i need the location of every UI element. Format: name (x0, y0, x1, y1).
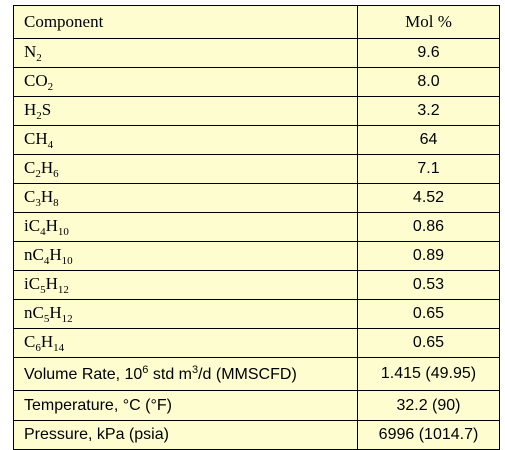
subscript: 14 (53, 342, 65, 354)
component-cell: H2S (13, 96, 358, 126)
data-row: C6H14 0.65 (13, 328, 500, 358)
component-text: nC (24, 245, 44, 264)
component-text: H (45, 216, 58, 235)
value-cell: 0.89 (357, 241, 500, 271)
component-text: H (40, 332, 54, 351)
subscript: 12 (61, 313, 73, 325)
component-text: H (49, 303, 62, 322)
component-text: C (24, 332, 36, 351)
component-cell: Volume Rate, 106 std m3/d (MMSCFD) (13, 357, 358, 391)
data-row: Pressure, kPa (psia) 6996 (1014.7) (13, 420, 500, 450)
subscript: 4 (47, 139, 54, 151)
value-cell: 1.415 (49.95) (357, 357, 500, 391)
data-row: Volume Rate, 106 std m3/d (MMSCFD) 1.415 … (13, 357, 500, 391)
component-text: H (40, 187, 54, 206)
data-row: CH4 64 (13, 125, 500, 155)
value-cell: 64 (357, 125, 500, 155)
value-cell: 9.6 (357, 38, 500, 68)
value-cell: 6996 (1014.7) (357, 420, 500, 450)
component-cell: nC4H10 (13, 241, 358, 271)
component-text: /d (MMSCFD) (198, 366, 297, 383)
value-cell: 3.2 (357, 96, 500, 126)
superscript: 6 (142, 364, 149, 376)
component-text: std m (148, 366, 192, 383)
component-text: C (24, 187, 36, 206)
subscript: 4 (43, 255, 50, 267)
component-text: CH (24, 129, 48, 148)
component-text: CO (24, 71, 48, 90)
value-cell: 7.1 (357, 154, 500, 184)
component-cell: C2H6 (13, 154, 358, 184)
data-row: H2S 3.2 (13, 96, 500, 126)
data-row: Temperature, °C (°F) 32.2 (90) (13, 390, 500, 421)
component-text: H (40, 158, 54, 177)
data-row: iC5H12 0.53 (13, 270, 500, 300)
subscript: 10 (57, 226, 69, 238)
component-text: Temperature, °C (°F) (24, 396, 172, 414)
data-row: C3H8 4.52 (13, 183, 500, 213)
component-cell: CO2 (13, 67, 358, 97)
component-cell: iC4H10 (13, 212, 358, 242)
component-cell: iC5H12 (13, 270, 358, 300)
component-cell: C3H8 (13, 183, 358, 213)
superscript: 3 (191, 364, 199, 376)
component-text: iC (24, 216, 41, 235)
data-row: nC4H10 0.89 (13, 241, 500, 271)
value-cell: 0.86 (357, 212, 500, 242)
table-body: Component Mol % N2 9.6 CO2 8.0 H2S 3.2 CH4 64 C2… (13, 5, 500, 450)
data-row: N2 9.6 (13, 38, 500, 68)
header-row: Component Mol % (13, 5, 500, 39)
subscript: 2 (47, 81, 54, 93)
component-cell: Pressure, kPa (psia) (13, 420, 358, 450)
component-text: H (45, 274, 58, 293)
subscript: 2 (35, 168, 41, 180)
value-cell: 4.52 (357, 183, 500, 213)
subscript: 5 (43, 313, 50, 325)
component-text: S (41, 100, 52, 119)
subscript: 10 (61, 255, 73, 267)
component-text: C (24, 158, 36, 177)
subscript: 2 (36, 52, 42, 64)
subscript: 2 (36, 110, 42, 122)
component-cell: C6H14 (13, 328, 358, 358)
data-row: CO2 8.0 (13, 67, 500, 97)
composition-table: Component Mol % N2 9.6 CO2 8.0 H2S 3.2 CH4 64 C2… (13, 5, 500, 450)
header-cell: Mol % (357, 5, 500, 39)
value-cell: 8.0 (357, 67, 500, 97)
component-cell: CH4 (13, 125, 358, 155)
subscript: 6 (53, 168, 59, 180)
component-text: Pressure, kPa (psia) (24, 426, 169, 443)
value-cell: 0.65 (357, 328, 500, 358)
value-cell: 0.53 (357, 270, 500, 300)
value-cell: 32.2 (90) (357, 390, 500, 421)
component-cell: N2 (13, 38, 358, 68)
component-cell: Temperature, °C (°F) (13, 390, 358, 421)
subscript: 12 (57, 284, 69, 296)
subscript: 6 (35, 342, 41, 354)
component-text: H (49, 245, 62, 264)
data-row: nC5H12 0.65 (13, 299, 500, 329)
data-row: C2H6 7.1 (13, 154, 500, 184)
component-text: H (24, 100, 37, 119)
subscript: 4 (40, 226, 46, 238)
subscript: 3 (35, 197, 41, 209)
component-text: nC (24, 303, 44, 322)
subscript: 5 (40, 284, 46, 296)
component-text: N (24, 42, 37, 61)
value-cell: 0.65 (357, 299, 500, 329)
subscript: 8 (53, 197, 59, 209)
component-text: iC (24, 274, 41, 293)
component-text: Volume Rate, 10 (24, 366, 143, 383)
header-cell: Component (13, 5, 358, 39)
component-cell: nC5H12 (13, 299, 358, 329)
data-row: iC4H10 0.86 (13, 212, 500, 242)
